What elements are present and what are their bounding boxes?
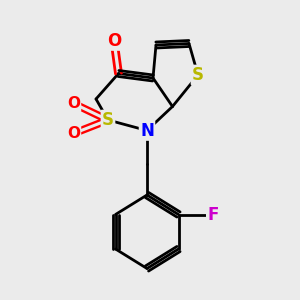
Text: F: F	[207, 206, 219, 224]
Text: O: O	[67, 126, 80, 141]
Text: S: S	[102, 111, 114, 129]
Text: N: N	[140, 122, 154, 140]
Text: O: O	[67, 96, 80, 111]
Text: S: S	[192, 66, 204, 84]
Text: O: O	[107, 32, 121, 50]
